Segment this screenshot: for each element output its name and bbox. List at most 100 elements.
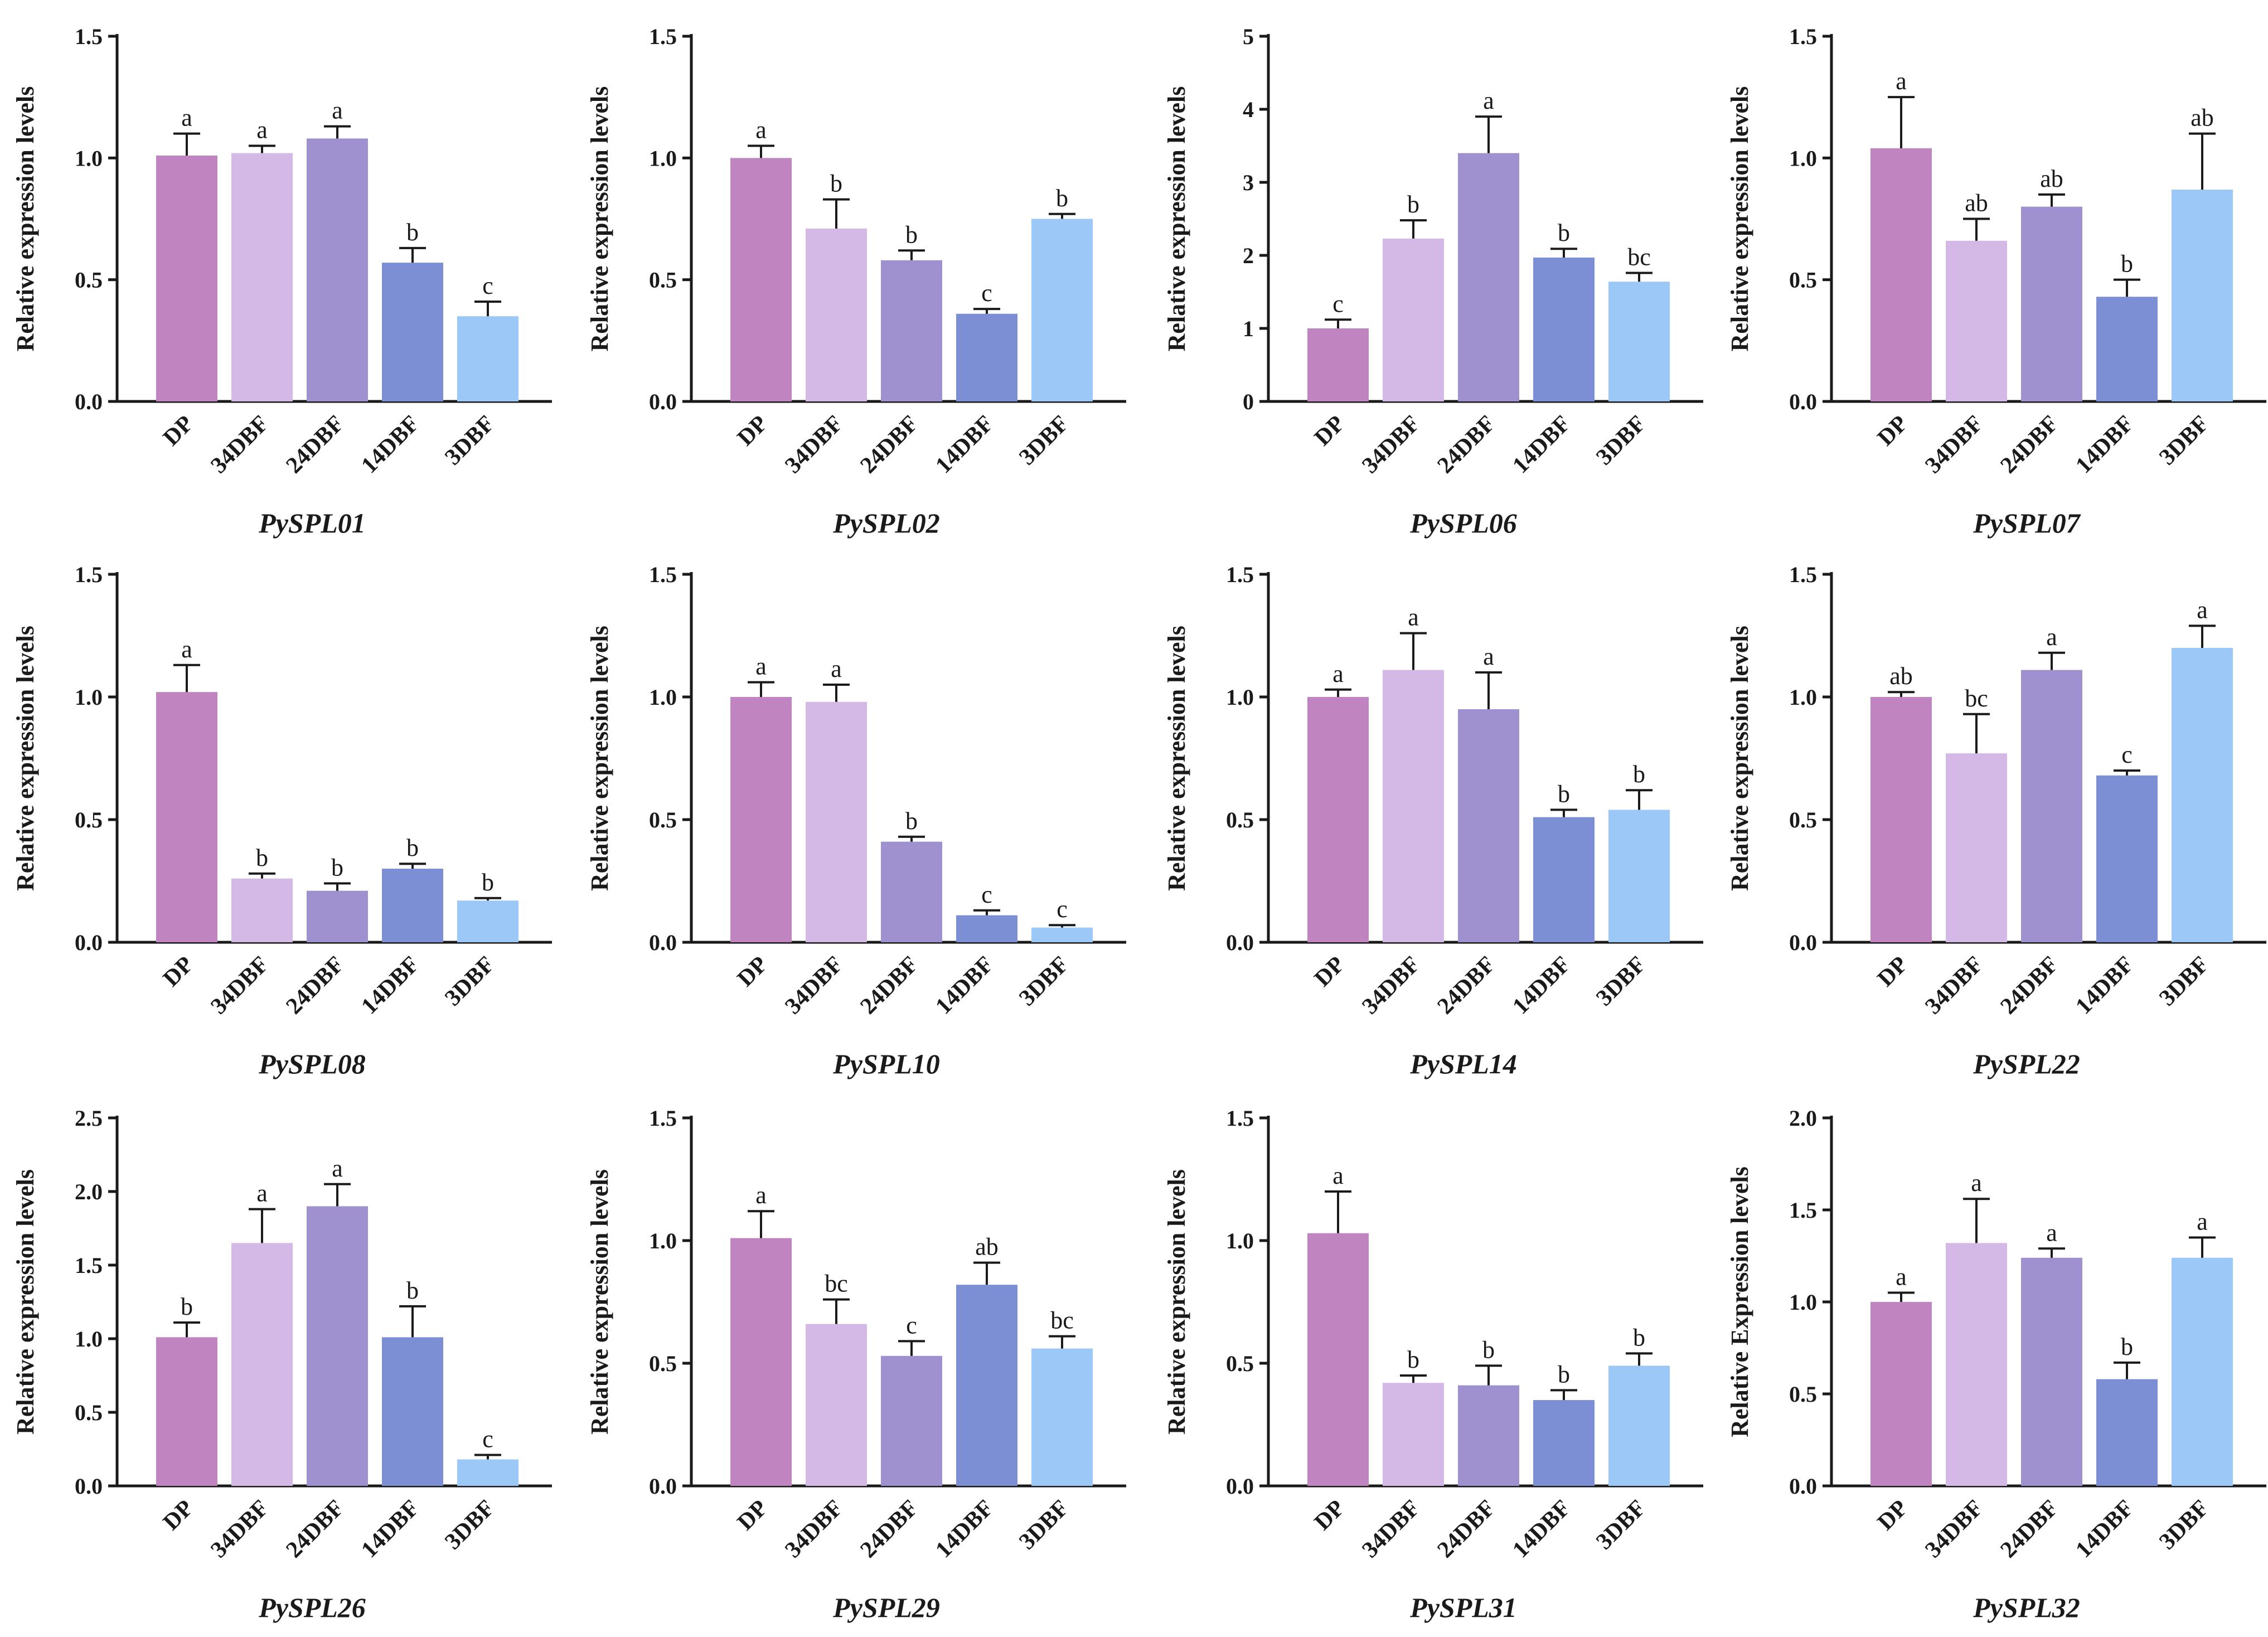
bar <box>2172 190 2233 401</box>
x-tick-label: 34DBF <box>1920 411 1988 479</box>
x-tick-label: 24DBF <box>1995 411 2063 479</box>
y-tick-label: 0.5 <box>75 268 103 293</box>
y-tick-label: 0.5 <box>75 1400 103 1425</box>
bar <box>1533 1400 1595 1486</box>
y-axis-label: Relative expression levels <box>586 1169 613 1435</box>
x-tick-label: 14DBF <box>931 1495 999 1563</box>
significance-letter: b <box>905 221 918 248</box>
y-tick-label: 1.0 <box>649 685 677 710</box>
significance-letter: a <box>332 1155 343 1182</box>
y-tick-label: 1.5 <box>649 562 677 587</box>
x-tick-label: 24DBF <box>1432 952 1500 1020</box>
significance-letter: a <box>256 1180 268 1207</box>
bar <box>1031 219 1093 401</box>
y-tick-label: 0.0 <box>1789 1474 1817 1499</box>
bar <box>881 841 942 942</box>
x-tick-label: 3DBF <box>1591 1495 1651 1555</box>
significance-letter: b <box>406 1277 419 1304</box>
significance-letter: b <box>2121 1333 2133 1360</box>
bar <box>156 692 217 942</box>
significance-letter: a <box>181 636 192 663</box>
x-tick-label: 24DBF <box>1995 1495 2063 1563</box>
bar <box>1870 697 1932 942</box>
y-tick-label: 1.5 <box>75 24 103 49</box>
significance-letter: b <box>181 1293 193 1320</box>
bar <box>2096 297 2158 401</box>
x-tick-label: 24DBF <box>281 1495 349 1563</box>
chart-title: PySPL26 <box>258 1592 366 1623</box>
chart-title: PySPL02 <box>832 507 940 539</box>
bar <box>1383 670 1444 942</box>
significance-letter: c <box>906 1311 917 1339</box>
significance-letter: b <box>331 854 343 881</box>
x-tick-label: 34DBF <box>1357 411 1425 479</box>
y-tick-label: 1 <box>1243 316 1254 341</box>
chart-panel: 0.0 0.5 1.0 1.5 Relative expression levels a D… <box>1726 24 2266 539</box>
significance-letter: b <box>1558 1360 1570 1388</box>
bar <box>1946 240 2007 401</box>
chart-title: PySPL06 <box>1409 507 1517 539</box>
bar <box>2096 1379 2158 1486</box>
x-tick-label: 24DBF <box>281 411 349 479</box>
significance-letter: c <box>1332 290 1344 317</box>
x-tick-label: DP <box>733 411 773 451</box>
y-tick-label: 1.5 <box>75 562 103 587</box>
bar <box>881 1355 942 1486</box>
y-axis-label: Relative expression levels <box>1163 626 1190 891</box>
y-axis-label: Relative Expression levels <box>1726 1166 1753 1437</box>
bar <box>956 313 1017 401</box>
x-tick-label: 14DBF <box>356 952 424 1020</box>
bar <box>2021 1257 2082 1486</box>
x-tick-label: 3DBF <box>1014 1495 1074 1555</box>
x-tick-label: 14DBF <box>931 952 999 1020</box>
bar <box>1946 753 2007 942</box>
x-tick-label: 14DBF <box>356 1495 424 1563</box>
y-axis-label: Relative expression levels <box>586 86 613 352</box>
x-tick-label: 34DBF <box>1357 1495 1425 1563</box>
bar <box>730 1238 792 1486</box>
y-axis-label: Relative expression levels <box>1163 1169 1190 1435</box>
bar <box>156 1337 217 1486</box>
x-tick-label: 34DBF <box>1920 1495 1988 1563</box>
significance-letter: a <box>831 655 842 682</box>
y-tick-label: 2.0 <box>1789 1106 1817 1131</box>
x-tick-label: 24DBF <box>1995 952 2063 1020</box>
x-tick-label: 14DBF <box>931 411 999 479</box>
significance-letter: a <box>1896 67 1907 95</box>
x-tick-label: 34DBF <box>780 952 848 1020</box>
significance-letter: bc <box>1050 1307 1074 1334</box>
y-tick-label: 1.0 <box>1789 146 1817 171</box>
significance-letter: a <box>2046 1219 2057 1246</box>
x-tick-label: 24DBF <box>1432 411 1500 479</box>
bar <box>2096 775 2158 942</box>
significance-letter: ab <box>1889 662 1913 690</box>
x-tick-label: 3DBF <box>1591 411 1651 471</box>
y-tick-label: 0.0 <box>1789 389 1817 414</box>
x-tick-label: 34DBF <box>206 952 274 1020</box>
bar <box>1946 1243 2007 1486</box>
x-tick-label: 24DBF <box>855 1495 923 1563</box>
bar <box>1307 1233 1369 1486</box>
significance-letter: a <box>2197 596 2208 623</box>
y-axis-label: Relative expression levels <box>1726 626 1753 891</box>
y-axis-label: Relative expression levels <box>586 626 613 891</box>
x-tick-label: 14DBF <box>2071 952 2139 1020</box>
bar <box>1307 697 1369 942</box>
chart-panel: 0.0 0.5 1.0 1.5 Relative expression levels a D… <box>12 562 552 1079</box>
bar <box>730 697 792 942</box>
significance-letter: a <box>755 1181 767 1209</box>
x-tick-label: DP <box>1873 1495 1913 1536</box>
x-tick-label: 14DBF <box>2071 411 2139 479</box>
y-tick-label: 1.0 <box>75 685 103 710</box>
y-tick-label: 1.5 <box>1789 24 1817 49</box>
significance-letter: b <box>1056 185 1068 212</box>
chart-title: PySPL01 <box>258 507 366 539</box>
x-tick-label: 34DBF <box>1357 952 1425 1020</box>
y-tick-label: 0.5 <box>649 1351 677 1376</box>
y-tick-label: 0.0 <box>75 1474 103 1499</box>
significance-letter: a <box>1408 604 1419 631</box>
y-tick-label: 0.0 <box>75 930 103 955</box>
y-tick-label: 4 <box>1243 97 1254 122</box>
bar <box>2172 648 2233 942</box>
y-tick-label: 1.5 <box>1226 562 1254 587</box>
